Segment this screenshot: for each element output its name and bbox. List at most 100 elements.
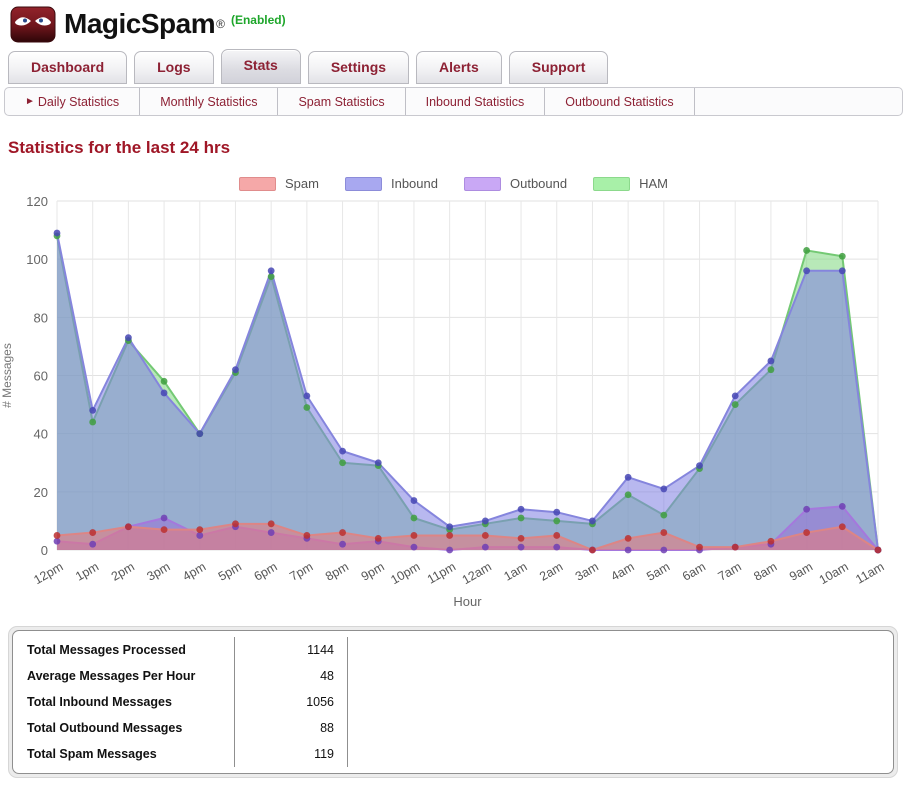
summary-row-label: Total Outbound Messages: [13, 715, 235, 741]
x-axis-label: Hour: [453, 594, 482, 609]
point-outbound-4am: [625, 547, 632, 554]
point-inbound-12am: [482, 518, 489, 525]
summary-row-value: 1056: [235, 689, 348, 715]
tab-alerts[interactable]: Alerts: [416, 51, 502, 84]
summary-row-spacer: [348, 689, 893, 715]
subnav-item-label: Spam Statistics: [298, 95, 384, 109]
daily-statistics-chart: 02040608010012012pm1pm2pm3pm4pm5pm6pm7pm…: [0, 193, 907, 626]
x-tick-label: 10am: [817, 559, 851, 587]
point-outbound-12am: [482, 544, 489, 551]
stats-subnav: ►Daily StatisticsMonthly Statistics Spam …: [4, 87, 903, 116]
summary-row-value: 88: [235, 715, 348, 741]
x-tick-label: 3pm: [145, 559, 173, 583]
subnav-item-inbound-statistics[interactable]: Inbound Statistics: [406, 88, 546, 115]
point-ham-8am: [768, 366, 775, 373]
x-tick-label: 3am: [573, 559, 601, 583]
point-spam-8pm: [339, 529, 346, 536]
x-tick-label: 5pm: [216, 559, 244, 583]
status-enabled-badge: (Enabled): [231, 13, 286, 27]
point-spam-2pm: [125, 523, 132, 530]
point-ham-3pm: [161, 378, 168, 385]
y-tick-label: 0: [41, 543, 48, 558]
point-inbound-2pm: [125, 334, 132, 341]
point-inbound-8pm: [339, 448, 346, 455]
point-outbound-3pm: [161, 515, 168, 522]
tab-stats[interactable]: Stats: [221, 49, 301, 84]
y-axis-label: # Messages: [0, 343, 14, 408]
point-outbound-11pm: [446, 547, 453, 554]
point-ham-9am: [803, 247, 810, 254]
point-inbound-3am: [589, 518, 596, 525]
tab-support[interactable]: Support: [509, 51, 609, 84]
registered-mark: ®: [216, 17, 225, 31]
point-inbound-9am: [803, 267, 810, 274]
point-ham-5am: [660, 512, 667, 519]
legend-swatch-outbound: [464, 177, 501, 191]
x-tick-label: 11am: [853, 559, 886, 586]
summary-row-spacer: [348, 741, 893, 767]
x-tick-label: 7am: [716, 559, 744, 583]
point-spam-1pm: [89, 529, 96, 536]
point-ham-7pm: [303, 404, 310, 411]
subnav-item-label: Outbound Statistics: [565, 95, 673, 109]
point-inbound-9pm: [375, 459, 382, 466]
y-tick-label: 120: [26, 194, 48, 209]
point-inbound-4pm: [196, 430, 203, 437]
point-inbound-10am: [839, 267, 846, 274]
subnav-item-spam-statistics[interactable]: Spam Statistics: [278, 88, 405, 115]
x-tick-label: 12am: [460, 559, 494, 587]
summary-row-value: 48: [235, 663, 348, 689]
point-inbound-8am: [768, 358, 775, 365]
point-ham-1am: [518, 515, 525, 522]
point-spam-7am: [732, 544, 739, 551]
tab-dashboard[interactable]: Dashboard: [8, 51, 127, 84]
point-spam-5am: [660, 529, 667, 536]
point-inbound-7pm: [303, 392, 310, 399]
point-inbound-12pm: [54, 230, 61, 237]
point-spam-7pm: [303, 532, 310, 539]
summary-row-label: Total Messages Processed: [13, 637, 235, 663]
point-outbound-5am: [660, 547, 667, 554]
point-spam-9am: [803, 529, 810, 536]
point-inbound-5am: [660, 486, 667, 493]
point-spam-6am: [696, 544, 703, 551]
x-tick-label: 8pm: [323, 559, 351, 583]
legend-label: Spam: [285, 176, 319, 191]
point-ham-1pm: [89, 419, 96, 426]
point-ham-7am: [732, 401, 739, 408]
point-inbound-3pm: [161, 390, 168, 397]
x-tick-label: 12pm: [31, 559, 65, 587]
area-inbound: [57, 233, 878, 550]
point-outbound-12pm: [54, 538, 61, 545]
point-inbound-11pm: [446, 523, 453, 530]
subnav-item-outbound-statistics[interactable]: Outbound Statistics: [545, 88, 694, 115]
subnav-item-label: Daily Statistics: [38, 95, 119, 109]
point-spam-4am: [625, 535, 632, 542]
magicspam-logo-icon: [10, 6, 56, 43]
brand-name: MagicSpam: [64, 8, 215, 40]
point-ham-10am: [839, 253, 846, 260]
point-ham-4am: [625, 491, 632, 498]
point-outbound-10pm: [411, 544, 418, 551]
subnav-item-daily-statistics[interactable]: ►Daily Statistics: [5, 88, 140, 115]
legend-item-spam: Spam: [239, 176, 319, 191]
tab-logs[interactable]: Logs: [134, 51, 213, 84]
point-spam-10pm: [411, 532, 418, 539]
point-ham-8pm: [339, 459, 346, 466]
summary-panel: Total Messages Processed1144Average Mess…: [8, 626, 898, 778]
point-spam-3pm: [161, 526, 168, 533]
point-spam-8am: [768, 538, 775, 545]
point-outbound-6pm: [268, 529, 275, 536]
legend-item-inbound: Inbound: [345, 176, 438, 191]
point-inbound-7am: [732, 392, 739, 399]
y-tick-label: 80: [34, 310, 48, 325]
point-spam-2am: [553, 532, 560, 539]
legend-item-outbound: Outbound: [464, 176, 567, 191]
subnav-item-monthly-statistics[interactable]: Monthly Statistics: [140, 88, 278, 115]
tab-settings[interactable]: Settings: [308, 51, 409, 84]
y-tick-label: 100: [26, 252, 48, 267]
point-ham-10pm: [411, 515, 418, 522]
point-spam-3am: [589, 547, 596, 554]
x-tick-label: 11pm: [425, 559, 458, 586]
legend-swatch-spam: [239, 177, 276, 191]
